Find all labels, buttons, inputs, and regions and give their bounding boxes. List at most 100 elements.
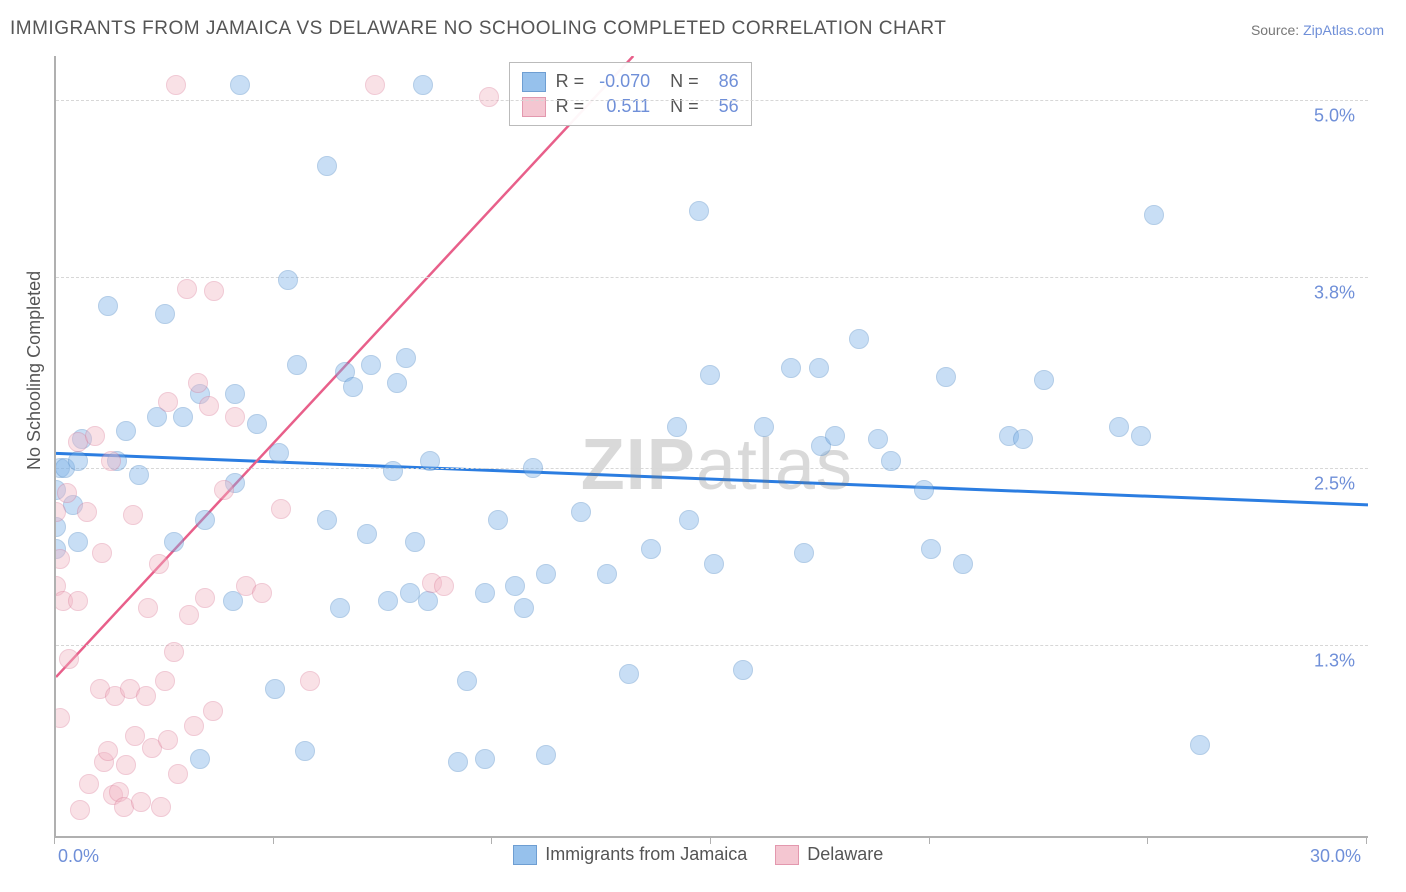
- stats-r-label: R =: [556, 96, 585, 117]
- data-point: [357, 524, 377, 544]
- data-point: [300, 671, 320, 691]
- x-tick: [491, 836, 492, 844]
- gridline: [56, 277, 1368, 278]
- data-point: [475, 749, 495, 769]
- trend-line: [56, 453, 1368, 505]
- data-point: [125, 726, 145, 746]
- data-point: [68, 532, 88, 552]
- x-tick: [1147, 836, 1148, 844]
- y-tick-label: 2.5%: [1314, 474, 1355, 495]
- chart-plot-area: ZIPatlas R = -0.070 N = 86R = 0.511 N = …: [54, 56, 1368, 838]
- data-point: [158, 392, 178, 412]
- data-point: [265, 679, 285, 699]
- x-axis-min-label: 0.0%: [58, 846, 99, 867]
- data-point: [733, 660, 753, 680]
- data-point: [164, 642, 184, 662]
- legend-swatch: [775, 845, 799, 865]
- data-point: [704, 554, 724, 574]
- data-point: [138, 598, 158, 618]
- y-tick-label: 3.8%: [1314, 282, 1355, 303]
- data-point: [641, 539, 661, 559]
- x-axis-max-label: 30.0%: [1310, 846, 1361, 867]
- data-point: [155, 304, 175, 324]
- data-point: [287, 355, 307, 375]
- y-tick-label: 1.3%: [1314, 650, 1355, 671]
- data-point: [1131, 426, 1151, 446]
- data-point: [1109, 417, 1129, 437]
- data-point: [597, 564, 617, 584]
- data-point: [68, 451, 88, 471]
- stats-r-label: R =: [556, 71, 585, 92]
- data-point: [101, 451, 121, 471]
- source-link[interactable]: ZipAtlas.com: [1303, 22, 1384, 38]
- data-point: [536, 745, 556, 765]
- stats-r-value: 0.511: [594, 96, 650, 117]
- stats-n-value: 56: [709, 96, 739, 117]
- data-point: [1034, 370, 1054, 390]
- data-point: [383, 461, 403, 481]
- data-point: [825, 426, 845, 446]
- data-point: [57, 483, 77, 503]
- stats-n-label: N =: [660, 71, 699, 92]
- gridline: [56, 468, 1368, 469]
- data-point: [420, 451, 440, 471]
- chart-title: IMMIGRANTS FROM JAMAICA VS DELAWARE NO S…: [10, 18, 946, 40]
- data-point: [195, 588, 215, 608]
- data-point: [230, 75, 250, 95]
- data-point: [536, 564, 556, 584]
- data-point: [488, 510, 508, 530]
- y-tick-label: 5.0%: [1314, 106, 1355, 127]
- legend-label: Delaware: [807, 844, 883, 865]
- data-point: [295, 741, 315, 761]
- data-point: [317, 510, 337, 530]
- stats-r-value: -0.070: [594, 71, 650, 92]
- data-point: [868, 429, 888, 449]
- data-point: [781, 358, 801, 378]
- x-tick: [710, 836, 711, 844]
- legend-label: Immigrants from Jamaica: [545, 844, 747, 865]
- data-point: [809, 358, 829, 378]
- data-point: [679, 510, 699, 530]
- source-prefix: Source:: [1251, 22, 1303, 38]
- data-point: [177, 279, 197, 299]
- stats-legend-row: R = 0.511 N = 56: [522, 94, 739, 119]
- stats-n-value: 86: [709, 71, 739, 92]
- data-point: [1190, 735, 1210, 755]
- data-point: [921, 539, 941, 559]
- gridline: [56, 645, 1368, 646]
- data-point: [505, 576, 525, 596]
- source-label: Source: ZipAtlas.com: [1251, 22, 1384, 38]
- data-point: [195, 510, 215, 530]
- x-tick: [273, 836, 274, 844]
- data-point: [689, 201, 709, 221]
- data-point: [361, 355, 381, 375]
- data-point: [619, 664, 639, 684]
- data-point: [68, 591, 88, 611]
- data-point: [136, 686, 156, 706]
- data-point: [387, 373, 407, 393]
- data-point: [936, 367, 956, 387]
- data-point: [188, 373, 208, 393]
- data-point: [173, 407, 193, 427]
- legend-swatch: [522, 72, 546, 92]
- data-point: [571, 502, 591, 522]
- data-point: [151, 797, 171, 817]
- data-point: [98, 741, 118, 761]
- data-point: [1144, 205, 1164, 225]
- data-point: [523, 458, 543, 478]
- legend-swatch: [513, 845, 537, 865]
- data-point: [418, 591, 438, 611]
- data-point: [475, 583, 495, 603]
- gridline: [56, 100, 1368, 101]
- x-tick: [54, 836, 55, 844]
- data-point: [514, 598, 534, 618]
- data-point: [278, 270, 298, 290]
- data-point: [70, 800, 90, 820]
- data-point: [85, 426, 105, 446]
- data-point: [184, 716, 204, 736]
- stats-n-label: N =: [660, 96, 699, 117]
- data-point: [1013, 429, 1033, 449]
- x-tick: [929, 836, 930, 844]
- data-point: [396, 348, 416, 368]
- data-point: [252, 583, 272, 603]
